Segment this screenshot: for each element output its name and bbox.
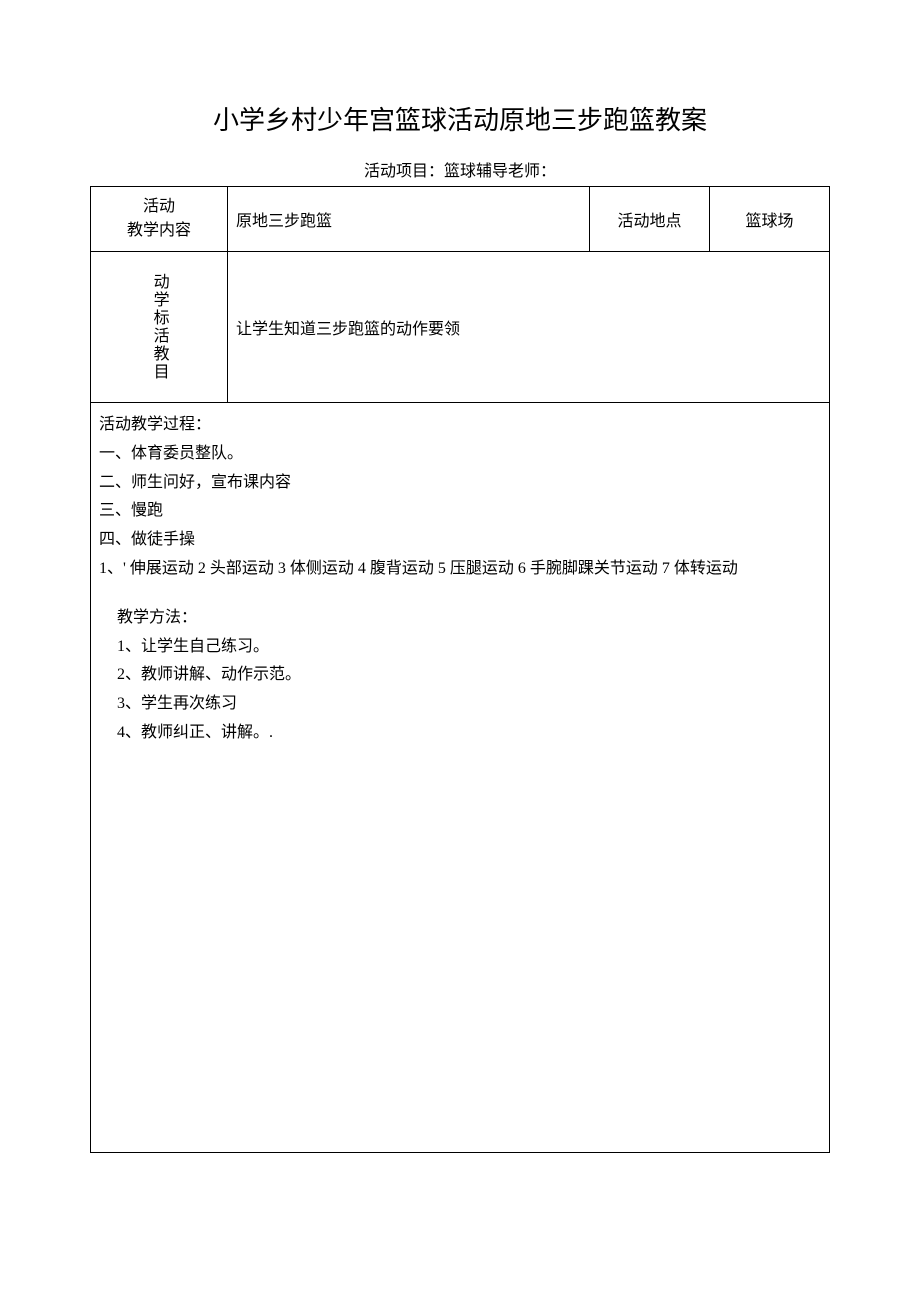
- activity-content-label: 活动 教学内容: [91, 187, 228, 252]
- lesson-plan-table: 活动 教学内容 原地三步跑篮 活动地点 篮球场 动学标活教目 让学生知道三步跑篮…: [90, 186, 830, 1153]
- process-heading: 活动教学过程：: [99, 411, 821, 440]
- method-section: 教学方法： 1、让学生自己练习。 2、教师讲解、动作示范。 3、学生再次练习 4…: [99, 604, 821, 748]
- process-item: 四、做徒手操: [99, 526, 821, 555]
- table-row: 活动 教学内容 原地三步跑篮 活动地点 篮球场: [91, 187, 830, 252]
- activity-content-value: 原地三步跑篮: [228, 187, 590, 252]
- location-label: 活动地点: [590, 187, 710, 252]
- method-heading: 教学方法：: [117, 604, 821, 633]
- objective-label: 动学标活教目: [99, 267, 219, 387]
- process-cell: 活动教学过程： 一、体育委员整队。 二、师生问好，宣布课内容 三、慢跑 四、做徒…: [91, 403, 830, 1153]
- method-item: 3、学生再次练习: [117, 690, 821, 719]
- process-item: 1、' 伸展运动 2 头部运动 3 体侧运动 4 腹背运动 5 压腿运动 6 手…: [99, 555, 821, 584]
- objective-content: 让学生知道三步跑篮的动作要领: [228, 252, 830, 403]
- document-subtitle: 活动项目：篮球辅导老师：: [90, 157, 830, 181]
- method-item: 1、让学生自己练习。: [117, 633, 821, 662]
- process-content: 活动教学过程： 一、体育委员整队。 二、师生问好，宣布课内容 三、慢跑 四、做徒…: [99, 411, 821, 748]
- process-item: 二、师生问好，宣布课内容: [99, 469, 821, 498]
- method-item: 4、教师纠正、讲解。.: [117, 719, 821, 748]
- document-title: 小学乡村少年宫篮球活动原地三步跑篮教案: [90, 100, 830, 137]
- process-item: 三、慢跑: [99, 497, 821, 526]
- process-item: 一、体育委员整队。: [99, 440, 821, 469]
- table-row: 动学标活教目 让学生知道三步跑篮的动作要领: [91, 252, 830, 403]
- label-text: 活动 教学内容: [127, 198, 191, 239]
- location-value: 篮球场: [710, 187, 830, 252]
- table-row: 活动教学过程： 一、体育委员整队。 二、师生问好，宣布课内容 三、慢跑 四、做徒…: [91, 403, 830, 1153]
- method-item: 2、教师讲解、动作示范。: [117, 661, 821, 690]
- objective-label-cell: 动学标活教目: [91, 252, 228, 403]
